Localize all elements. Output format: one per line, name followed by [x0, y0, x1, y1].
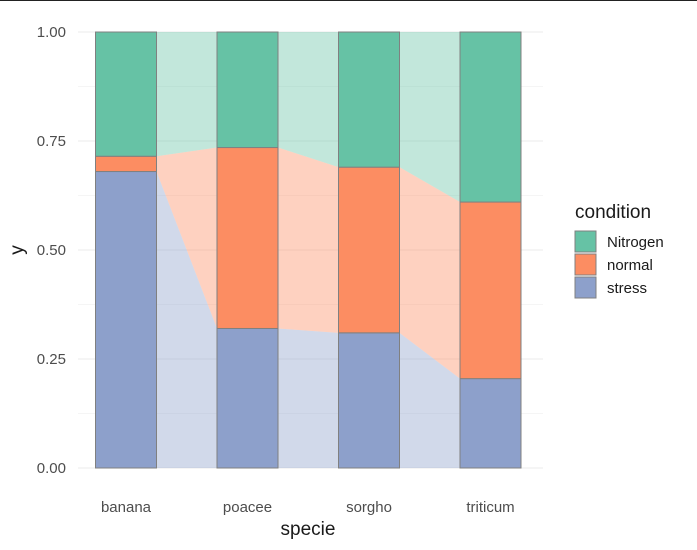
- y-tick-label: 0.25: [37, 351, 66, 368]
- y-tick-labels: 0.00 0.25 0.50 0.75 1.00: [37, 24, 66, 477]
- x-tick-label: banana: [101, 499, 152, 516]
- alluvium-nitrogen: [399, 32, 460, 203]
- bar-banana-normal: [95, 155, 157, 173]
- y-tick-label: 0.50: [37, 242, 66, 259]
- alluvium-normal: [156, 147, 217, 329]
- bar-triticum-stress: [459, 378, 522, 469]
- legend: condition Nitrogen normal stress: [574, 202, 664, 299]
- bar-poacee-stress: [216, 327, 279, 469]
- x-tick-label: sorgho: [346, 499, 392, 516]
- legend-items: Nitrogen normal stress: [574, 230, 664, 299]
- alluvium-stress: [156, 171, 217, 468]
- x-tick-label: triticum: [466, 499, 514, 516]
- alluvium-nitrogen: [156, 32, 217, 157]
- y-tick-label: 1.00: [37, 24, 66, 41]
- legend-label: stress: [607, 280, 647, 297]
- alluvium-layer: [156, 32, 460, 468]
- y-tick-label: 0.75: [37, 133, 66, 150]
- bar-sorgho-nitrogen: [338, 31, 400, 168]
- legend-title: condition: [575, 202, 651, 223]
- legend-key-stress: [574, 276, 597, 299]
- alluvium-normal: [399, 167, 460, 379]
- bar-banana-nitrogen: [95, 31, 157, 157]
- top-border-line: [0, 0, 697, 1]
- legend-label: Nitrogen: [607, 234, 664, 251]
- alluvium-stress: [399, 332, 460, 468]
- bar-layer: [95, 31, 522, 469]
- bar-triticum-normal: [459, 201, 522, 380]
- x-tick-labels: banana poacee sorgho triticum: [101, 499, 515, 516]
- bar-sorgho-normal: [338, 166, 400, 334]
- legend-key-nitrogen: [574, 230, 597, 253]
- bar-poacee-normal: [216, 147, 279, 329]
- bar-sorgho-stress: [338, 332, 400, 469]
- alluvium-nitrogen: [278, 32, 339, 168]
- bar-poacee-nitrogen: [216, 31, 279, 149]
- alluvium-normal: [278, 147, 339, 333]
- bar-triticum-nitrogen: [459, 31, 522, 203]
- y-tick-label: 0.00: [37, 460, 66, 477]
- y-axis-title: y: [7, 245, 28, 255]
- legend-key-normal: [574, 253, 597, 276]
- bar-banana-stress: [95, 171, 157, 469]
- legend-label: normal: [607, 257, 653, 274]
- alluvium-stress: [278, 328, 339, 468]
- x-tick-label: poacee: [223, 499, 272, 516]
- x-axis-title: specie: [281, 519, 336, 540]
